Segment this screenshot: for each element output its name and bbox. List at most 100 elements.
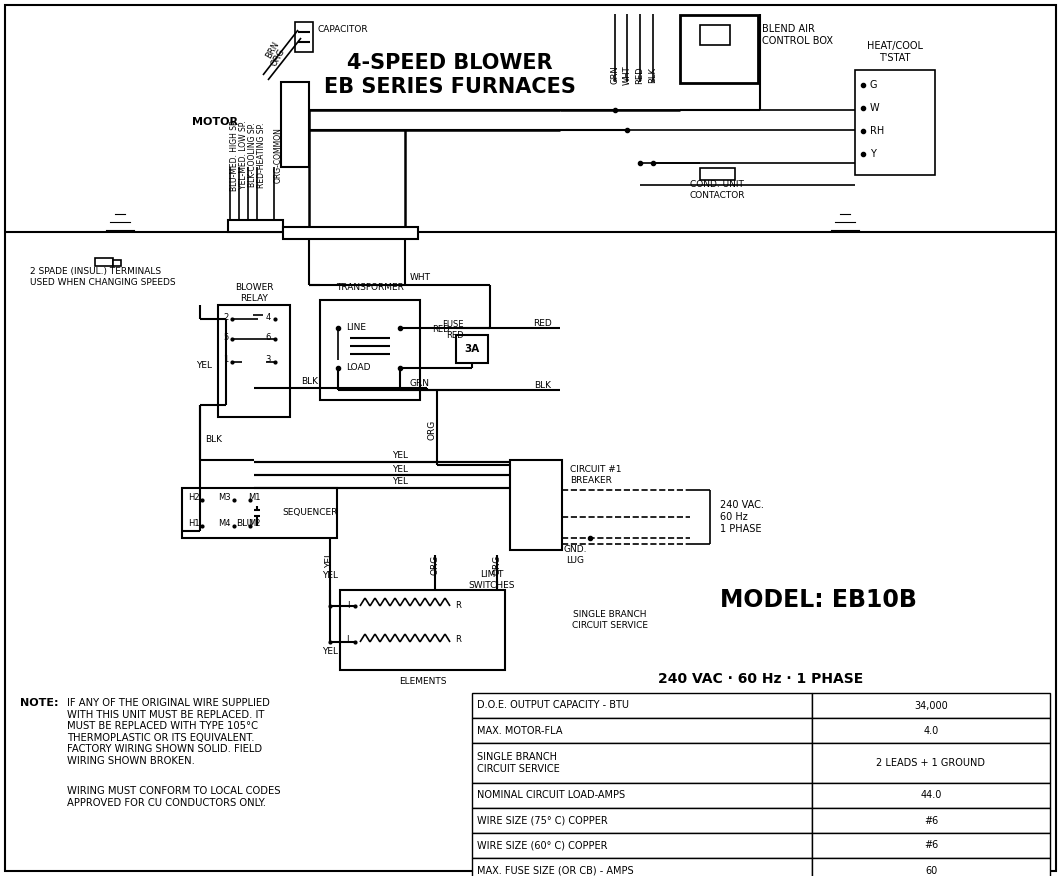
Text: G: G [870, 80, 877, 90]
Text: GND.
LUG: GND. LUG [563, 545, 587, 565]
Bar [340, 590, 505, 670]
Text: M3: M3 [218, 493, 230, 503]
Text: I: I [347, 601, 349, 610]
Bar [812, 858, 1050, 876]
Text: ORG: ORG [269, 47, 286, 68]
Text: L: L [346, 635, 350, 645]
Text: CAPACITOR: CAPACITOR [317, 25, 367, 34]
Bar [281, 82, 309, 167]
Bar [472, 693, 812, 718]
Text: BLEND AIR
CONTROL BOX: BLEND AIR CONTROL BOX [762, 25, 833, 46]
Text: RED-HEATING SP.: RED-HEATING SP. [257, 123, 266, 187]
Text: #6: #6 [924, 816, 938, 825]
Text: 4-SPEED BLOWER
EB SERIES FURNACES: 4-SPEED BLOWER EB SERIES FURNACES [324, 53, 576, 96]
Text: YEL: YEL [392, 451, 408, 461]
Text: BLK: BLK [648, 67, 658, 83]
Bar [295, 22, 313, 52]
Bar [812, 808, 1050, 833]
Text: 3: 3 [265, 356, 271, 364]
Text: #6: #6 [924, 840, 938, 851]
Text: M2: M2 [248, 519, 260, 527]
Text: BLK: BLK [301, 378, 318, 386]
Text: 2 LEADS + 1 GROUND: 2 LEADS + 1 GROUND [876, 758, 986, 768]
Bar [812, 833, 1050, 858]
Text: 6: 6 [265, 333, 271, 342]
Text: YEL: YEL [392, 464, 408, 474]
Text: R: R [455, 601, 460, 610]
Bar [472, 858, 812, 876]
Text: ORG: ORG [431, 555, 439, 576]
Text: D.O.E. OUTPUT CAPACITY - BTU: D.O.E. OUTPUT CAPACITY - BTU [477, 701, 629, 710]
Text: BLU: BLU [237, 519, 254, 528]
Text: RH: RH [870, 126, 884, 136]
Text: ELEMENTS: ELEMENTS [399, 677, 447, 687]
Text: SEQUENCER: SEQUENCER [282, 508, 337, 518]
Bar [812, 693, 1050, 718]
Text: BRN: BRN [263, 40, 280, 60]
Text: GRN: GRN [610, 66, 620, 84]
Text: Y: Y [870, 149, 876, 159]
Text: H1: H1 [188, 519, 199, 527]
Bar [472, 808, 812, 833]
Bar [472, 718, 812, 743]
Text: WHT: WHT [623, 65, 631, 85]
Text: MODEL: EB10B: MODEL: EB10B [720, 588, 917, 612]
Text: BLU-MED. HIGH SP.: BLU-MED. HIGH SP. [230, 119, 239, 191]
Text: BLK-COOLING SP.: BLK-COOLING SP. [248, 123, 257, 187]
Bar [472, 743, 812, 783]
Text: WIRING MUST CONFORM TO LOCAL CODES
APPROVED FOR CU CONDUCTORS ONLY.: WIRING MUST CONFORM TO LOCAL CODES APPRO… [67, 786, 280, 808]
Bar [700, 168, 735, 180]
Text: YEL: YEL [392, 477, 408, 486]
Text: YEL: YEL [326, 552, 334, 568]
Bar [182, 488, 337, 538]
Text: BLOWER
RELAY: BLOWER RELAY [234, 283, 274, 303]
Text: CIRCUIT #1
BREAKER: CIRCUIT #1 BREAKER [570, 465, 622, 484]
Text: FUSE
RED: FUSE RED [442, 321, 464, 340]
Text: M1: M1 [248, 493, 260, 503]
Text: W: W [870, 103, 880, 113]
Bar [812, 743, 1050, 783]
Text: 4.0: 4.0 [923, 725, 939, 736]
Text: MOTOR: MOTOR [192, 117, 238, 127]
Text: GRN: GRN [410, 378, 430, 387]
Text: NOMINAL CIRCUIT LOAD-AMPS: NOMINAL CIRCUIT LOAD-AMPS [477, 790, 625, 801]
Text: BLK: BLK [205, 435, 222, 444]
Bar [95, 258, 114, 266]
Text: MAX. FUSE SIZE (OR CB) - AMPS: MAX. FUSE SIZE (OR CB) - AMPS [477, 865, 633, 875]
Text: H2: H2 [188, 493, 199, 503]
Bar [228, 220, 283, 232]
Text: HEAT/COOL
T'STAT: HEAT/COOL T'STAT [867, 41, 923, 63]
Text: SINGLE BRANCH
CIRCUIT SERVICE: SINGLE BRANCH CIRCUIT SERVICE [477, 752, 560, 774]
Bar [283, 227, 418, 239]
Text: TRANSFORMER: TRANSFORMER [336, 284, 404, 293]
Text: RED: RED [534, 319, 553, 328]
Text: R: R [455, 635, 460, 645]
Text: 3A: 3A [465, 344, 480, 354]
Text: WIRE SIZE (75° C) COPPER: WIRE SIZE (75° C) COPPER [477, 816, 608, 825]
Text: LIMIT
SWITCHES: LIMIT SWITCHES [469, 570, 516, 590]
Text: RED: RED [636, 67, 644, 84]
Text: LOAD: LOAD [346, 364, 370, 372]
Text: SINGLE BRANCH
CIRCUIT SERVICE: SINGLE BRANCH CIRCUIT SERVICE [572, 611, 648, 630]
Bar [700, 25, 730, 45]
Text: LINE: LINE [346, 323, 366, 333]
Text: 4: 4 [265, 313, 271, 321]
Bar [114, 260, 121, 266]
Text: YEL-MED. LOW SP.: YEL-MED. LOW SP. [239, 121, 248, 189]
Text: RED: RED [432, 326, 450, 335]
Text: 1: 1 [224, 356, 228, 364]
Text: ORG: ORG [492, 555, 502, 576]
Text: 240 VAC · 60 Hz · 1 PHASE: 240 VAC · 60 Hz · 1 PHASE [659, 672, 864, 686]
Text: COND. UNIT
CONTACTOR: COND. UNIT CONTACTOR [690, 180, 745, 200]
Text: 2 SPADE (INSUL.) TERMINALS
USED WHEN CHANGING SPEEDS: 2 SPADE (INSUL.) TERMINALS USED WHEN CHA… [30, 267, 176, 286]
Text: 2: 2 [224, 313, 228, 321]
Text: ORG: ORG [428, 420, 436, 440]
Text: MAX. MOTOR-FLA: MAX. MOTOR-FLA [477, 725, 562, 736]
Bar [456, 335, 488, 363]
Bar [472, 783, 812, 808]
Text: 44.0: 44.0 [920, 790, 942, 801]
Text: NOTE:: NOTE: [20, 698, 58, 708]
Text: BLK: BLK [535, 380, 552, 390]
Bar [218, 305, 290, 417]
Text: IF ANY OF THE ORIGINAL WIRE SUPPLIED
WITH THIS UNIT MUST BE REPLACED. IT
MUST BE: IF ANY OF THE ORIGINAL WIRE SUPPLIED WIT… [67, 698, 269, 766]
